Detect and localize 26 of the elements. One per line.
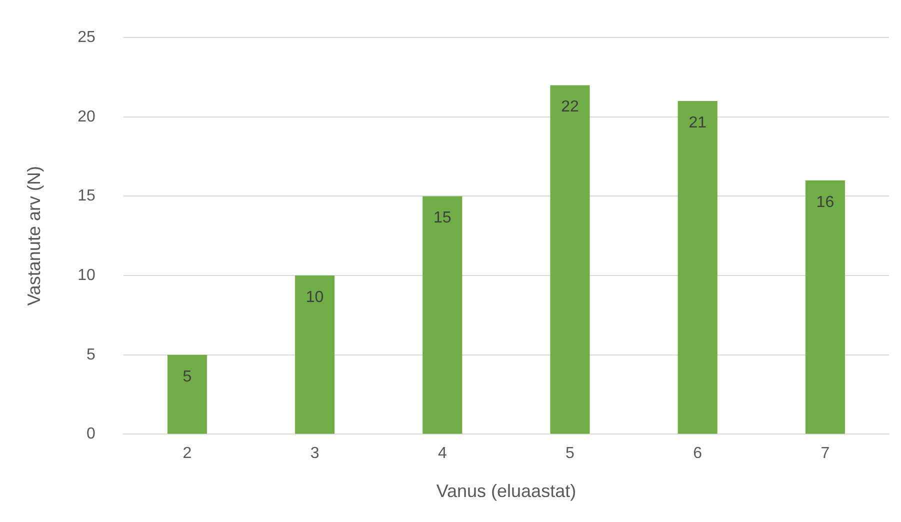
y-tick-label: 5 xyxy=(86,346,96,364)
data-label: 21 xyxy=(688,114,707,132)
bar xyxy=(295,276,335,434)
x-tick-label: 6 xyxy=(693,445,702,462)
x-tick-label: 4 xyxy=(438,445,447,462)
data-label: 5 xyxy=(182,368,192,386)
x-tick-label: 5 xyxy=(566,445,575,462)
x-tick-label: 7 xyxy=(820,445,830,462)
x-tick-label: 2 xyxy=(182,445,192,462)
bar xyxy=(167,354,207,434)
y-tick-label: 15 xyxy=(78,188,96,205)
y-tick-label: 10 xyxy=(78,266,96,284)
data-label: 10 xyxy=(306,288,324,306)
data-label: 15 xyxy=(434,210,452,227)
x-tick-label: 3 xyxy=(310,445,320,462)
y-tick-label: 0 xyxy=(86,426,96,443)
y-axis-title: Vastanute arv (N) xyxy=(24,166,44,306)
bar xyxy=(678,101,718,434)
data-label: 22 xyxy=(561,98,579,116)
x-axis-title: Vanus (eluaastat) xyxy=(436,481,576,502)
bar xyxy=(422,196,462,434)
data-label: 16 xyxy=(816,194,834,211)
bar xyxy=(805,180,845,434)
y-tick-label: 25 xyxy=(78,29,96,46)
y-tick-label: 20 xyxy=(78,108,96,126)
bar xyxy=(550,85,590,434)
